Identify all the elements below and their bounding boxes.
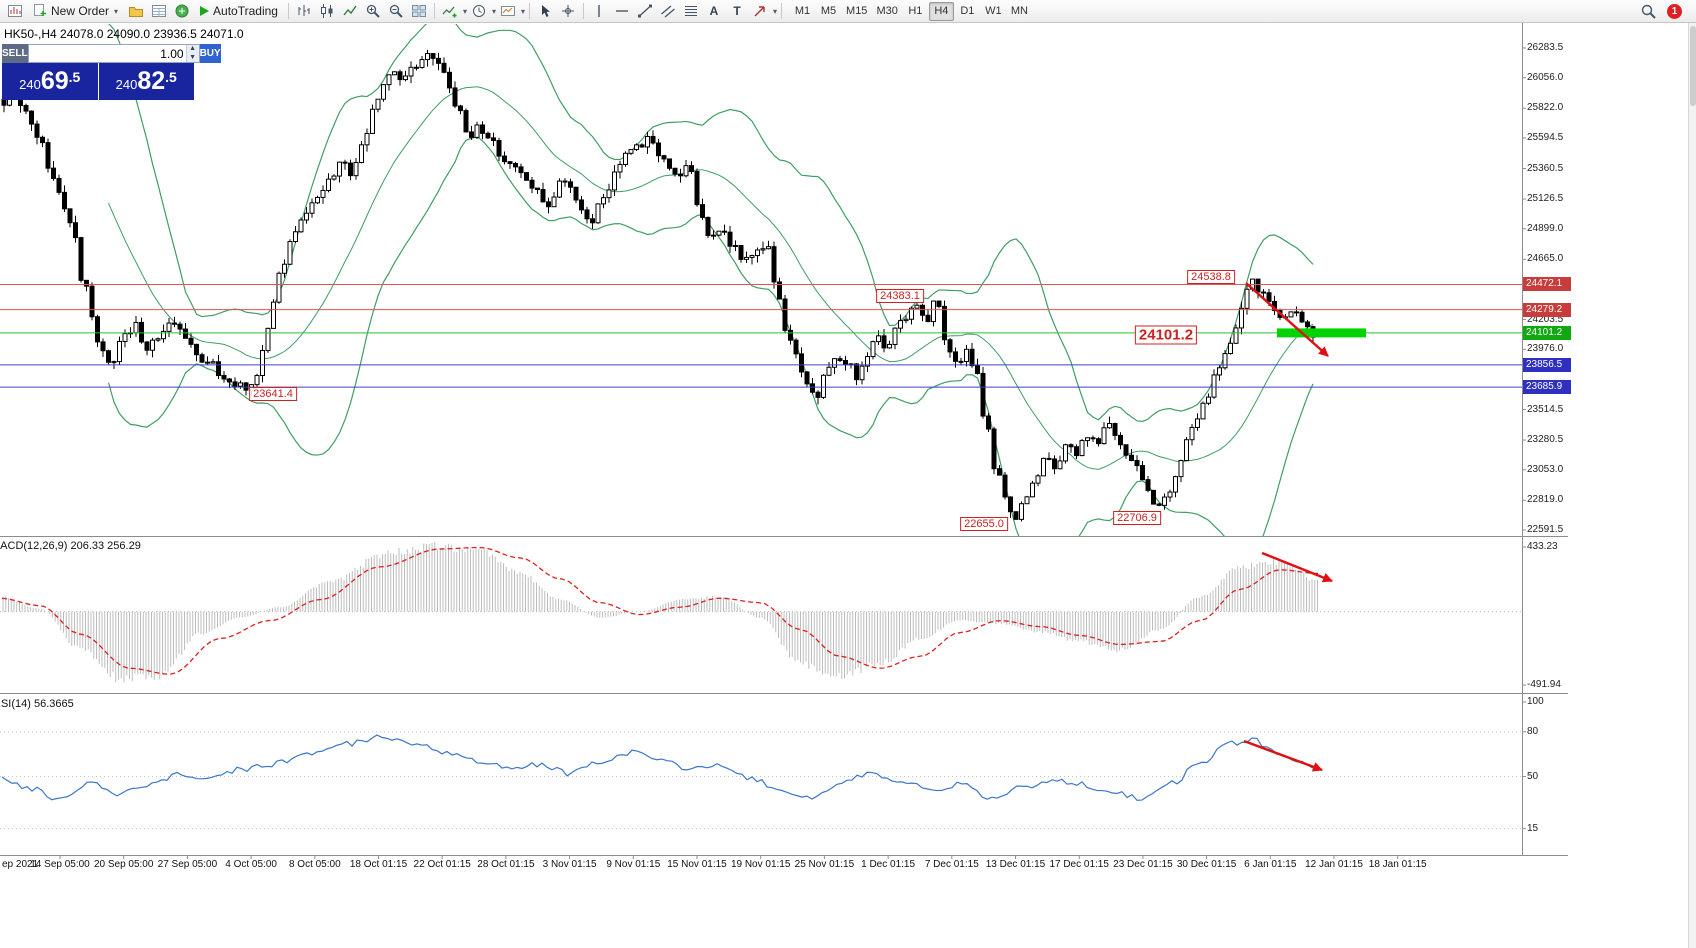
label-icon[interactable]: T <box>733 4 741 18</box>
sell-button[interactable]: SELL <box>2 44 28 63</box>
timeframe-m5[interactable]: M5 <box>820 5 837 17</box>
candlestick-chart-icon[interactable] <box>316 1 338 21</box>
timeframe-group: M1 M5 M15 M30 H1 H4 D1 W1 MN <box>790 1 1032 21</box>
autotrading-label: AutoTrading <box>213 4 278 18</box>
buy-price-prefix: 240 <box>115 77 138 92</box>
chevron-down-icon[interactable]: ▾ <box>521 6 526 16</box>
timeframe-d1[interactable]: D1 <box>960 5 975 17</box>
buy-price-big: 82 <box>137 67 166 95</box>
notification-badge[interactable]: 1 <box>1667 3 1682 19</box>
timeframe-w1[interactable]: W1 <box>985 5 1002 17</box>
volume-input[interactable] <box>28 45 186 62</box>
timeframe-m30[interactable]: M30 <box>876 5 898 17</box>
buy-price-panel[interactable]: 240 82.5 <box>98 63 194 100</box>
toolbar-right: 1 <box>1637 1 1692 21</box>
autotrading-button[interactable]: AutoTrading <box>194 1 284 21</box>
timeframe-m15[interactable]: M15 <box>846 5 868 17</box>
one-click-top-row: SELL ▲ ▼ BUY <box>2 44 221 63</box>
new-order-label: New Order <box>51 4 110 18</box>
timeframe-m1[interactable]: M1 <box>794 5 811 17</box>
volume-up-icon[interactable]: ▲ <box>189 45 197 52</box>
toolbar-separator <box>529 3 531 19</box>
zoom-in-icon[interactable] <box>362 1 384 21</box>
volume-spinner: ▲ ▼ <box>185 45 199 62</box>
play-icon <box>200 6 210 16</box>
horizontal-line-icon[interactable] <box>611 1 633 21</box>
vertical-scrollbar[interactable] <box>1688 0 1696 948</box>
timeframe-h1[interactable]: H1 <box>908 5 923 17</box>
line-chart-icon[interactable] <box>339 1 361 21</box>
channel-icon[interactable] <box>657 1 679 21</box>
one-click-prices: 240 69.5 240 82.5 <box>2 63 194 100</box>
sell-price-panel[interactable]: 240 69.5 <box>2 63 98 100</box>
toolbar: New Order ▾ AutoTrading ▾ ▾ ▾ A <box>0 0 1696 23</box>
templates-icon[interactable] <box>497 1 519 21</box>
sell-price-big: 69 <box>40 67 69 95</box>
sell-price-prefix: 240 <box>19 77 41 92</box>
text-icon[interactable]: A <box>709 4 719 18</box>
toolbar-separator <box>583 3 585 19</box>
toolbar-separator <box>287 3 289 19</box>
periods-icon[interactable] <box>468 1 490 21</box>
chart-window-icon[interactable] <box>4 1 26 21</box>
sell-price-frac: .5 <box>68 69 81 85</box>
macd-label: MACD(12,26,9) 206.33 256.29 <box>0 540 141 552</box>
chart-title: HK50-,H4 24078.0 24090.0 23936.5 24071.0 <box>4 27 244 41</box>
chart-profiles-icon[interactable] <box>125 1 147 21</box>
new-order-button[interactable]: New Order ▾ <box>27 1 124 21</box>
search-icon[interactable] <box>1637 1 1659 21</box>
bar-chart-icon[interactable] <box>293 1 315 21</box>
chevron-down-icon: ▾ <box>114 6 119 16</box>
chevron-down-icon[interactable]: ▾ <box>773 6 778 16</box>
cursor-icon[interactable] <box>534 1 556 21</box>
volume-field: ▲ ▼ <box>27 44 200 63</box>
vertical-line-icon[interactable] <box>588 1 610 21</box>
navigator-icon[interactable] <box>171 1 193 21</box>
rsi-label: RSI(14) 56.3665 <box>0 698 74 710</box>
zoom-out-icon[interactable] <box>385 1 407 21</box>
new-order-icon <box>33 3 47 20</box>
chevron-down-icon[interactable]: ▾ <box>462 6 467 16</box>
arrows-icon[interactable] <box>749 1 771 21</box>
buy-button[interactable]: BUY <box>199 44 221 63</box>
timeframe-mn[interactable]: MN <box>1010 5 1028 17</box>
fibonacci-icon[interactable] <box>680 1 702 21</box>
toolbar-separator <box>781 3 783 19</box>
scrollbar-thumb[interactable] <box>1690 26 1696 106</box>
timeframe-h4[interactable]: H4 <box>928 1 954 21</box>
volume-down-icon[interactable]: ▼ <box>189 53 197 61</box>
tile-windows-icon[interactable] <box>408 1 430 21</box>
chevron-down-icon[interactable]: ▾ <box>491 6 496 16</box>
buy-price-frac: .5 <box>165 69 177 85</box>
data-window-icon[interactable] <box>148 1 170 21</box>
crosshair-icon[interactable] <box>557 1 579 21</box>
indicators-icon[interactable] <box>439 1 461 21</box>
trendline-icon[interactable] <box>634 1 656 21</box>
toolbar-separator <box>433 3 435 19</box>
